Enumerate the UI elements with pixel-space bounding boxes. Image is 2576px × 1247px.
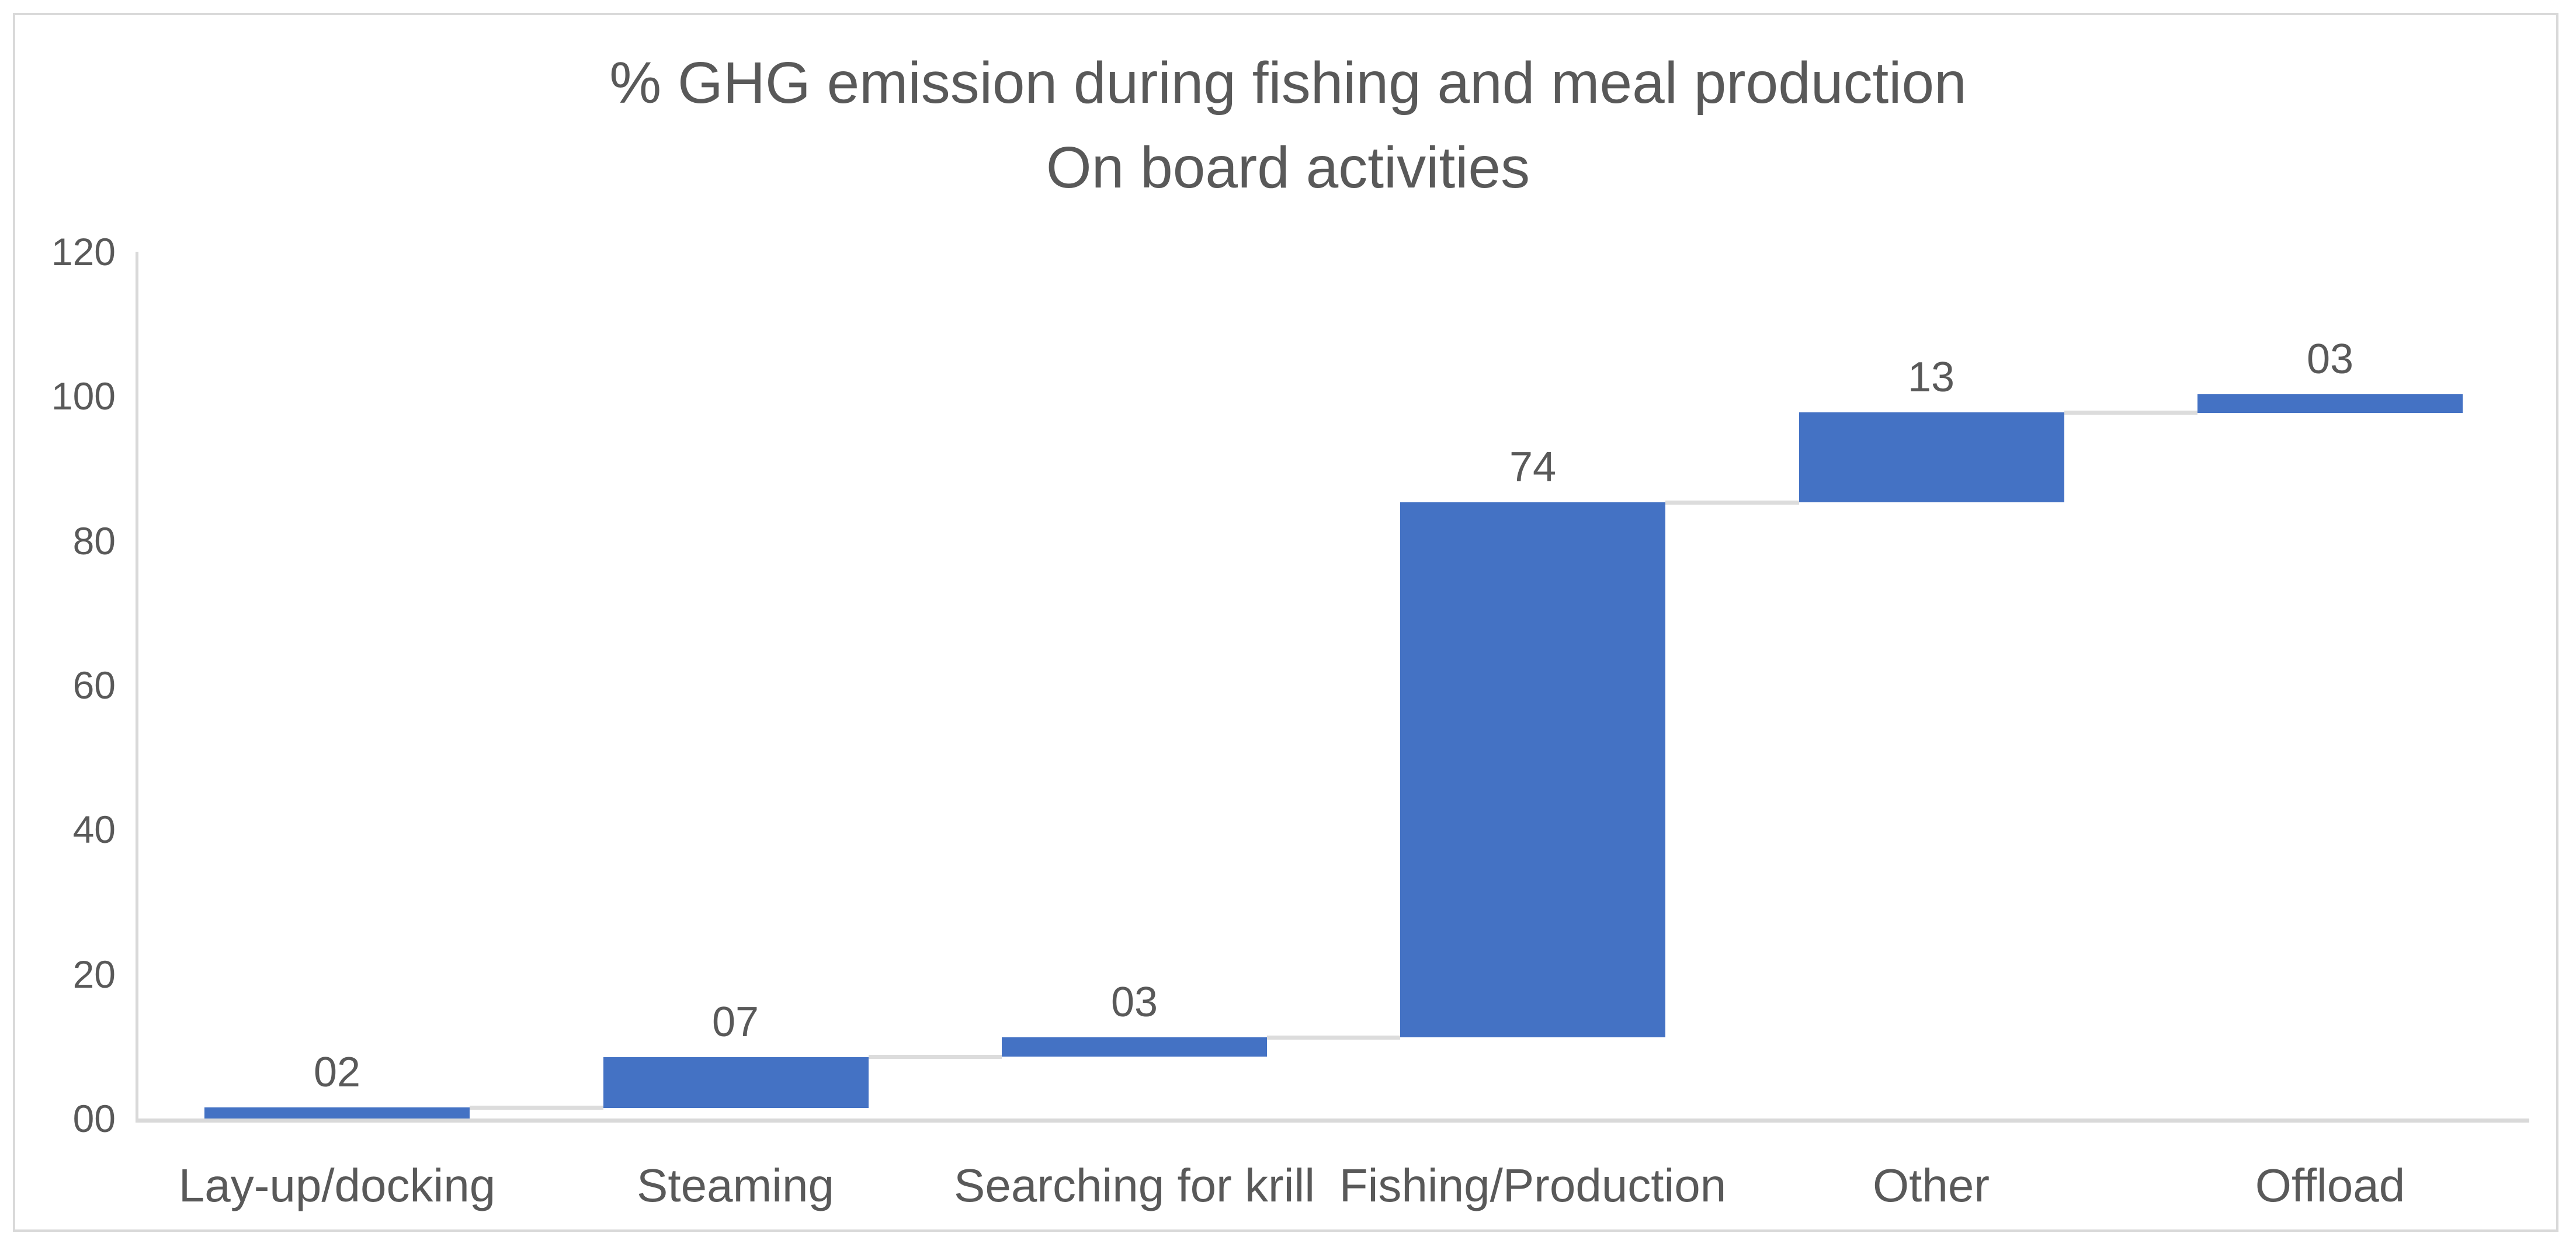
bar-other	[1799, 412, 2064, 502]
y-tick-label-80: 80	[72, 519, 116, 562]
title-line-1: % GHG emission during fishing and meal p…	[609, 50, 1967, 116]
x-category-label-lay-up-docking: Lay-up/docking	[178, 1159, 496, 1211]
data-label-offload: 03	[2306, 336, 2354, 383]
connector-line-steaming-to-searching-for-krill	[869, 1055, 1002, 1059]
x-category-label-fishing-production: Fishing/Production	[1339, 1159, 1727, 1211]
connector-line-lay-up-docking-to-steaming	[470, 1106, 603, 1110]
bar-lay-up-docking	[204, 1107, 470, 1119]
chart-border	[13, 13, 2558, 1232]
connector-line-searching-for-krill-to-fishing-production	[1267, 1036, 1400, 1040]
y-axis-line	[136, 252, 138, 1123]
y-tick-label-120: 120	[51, 230, 116, 273]
y-tick-label-00: 00	[72, 1097, 116, 1140]
y-tick-label-100: 100	[51, 374, 116, 418]
title-line-2: On board activities	[1046, 135, 1530, 200]
x-category-label-steaming: Steaming	[637, 1159, 834, 1211]
chart-title: % GHG emission during fishing and meal p…	[0, 41, 2576, 210]
data-label-steaming: 07	[711, 999, 759, 1045]
x-category-label-other: Other	[1872, 1159, 1990, 1211]
bar-fishing-production	[1400, 502, 1665, 1037]
data-label-fishing-production: 74	[1509, 444, 1557, 491]
connector-line-other-to-offload	[2064, 411, 2197, 415]
x-category-label-searching-for-krill: Searching for krill	[953, 1159, 1315, 1211]
x-axis-line	[138, 1119, 2529, 1123]
bar-offload	[2197, 394, 2463, 413]
bar-steaming	[603, 1057, 869, 1108]
y-tick-label-40: 40	[72, 808, 116, 851]
bar-searching-for-krill	[1002, 1037, 1267, 1057]
y-tick-label-60: 60	[72, 664, 116, 707]
data-label-other: 13	[1907, 354, 1955, 401]
x-category-label-offload: Offload	[2255, 1159, 2405, 1211]
connector-line-fishing-production-to-other	[1665, 501, 1799, 505]
data-label-searching-for-krill: 03	[1110, 979, 1158, 1026]
y-tick-label-20: 20	[72, 953, 116, 996]
data-label-lay-up-docking: 02	[313, 1049, 361, 1096]
